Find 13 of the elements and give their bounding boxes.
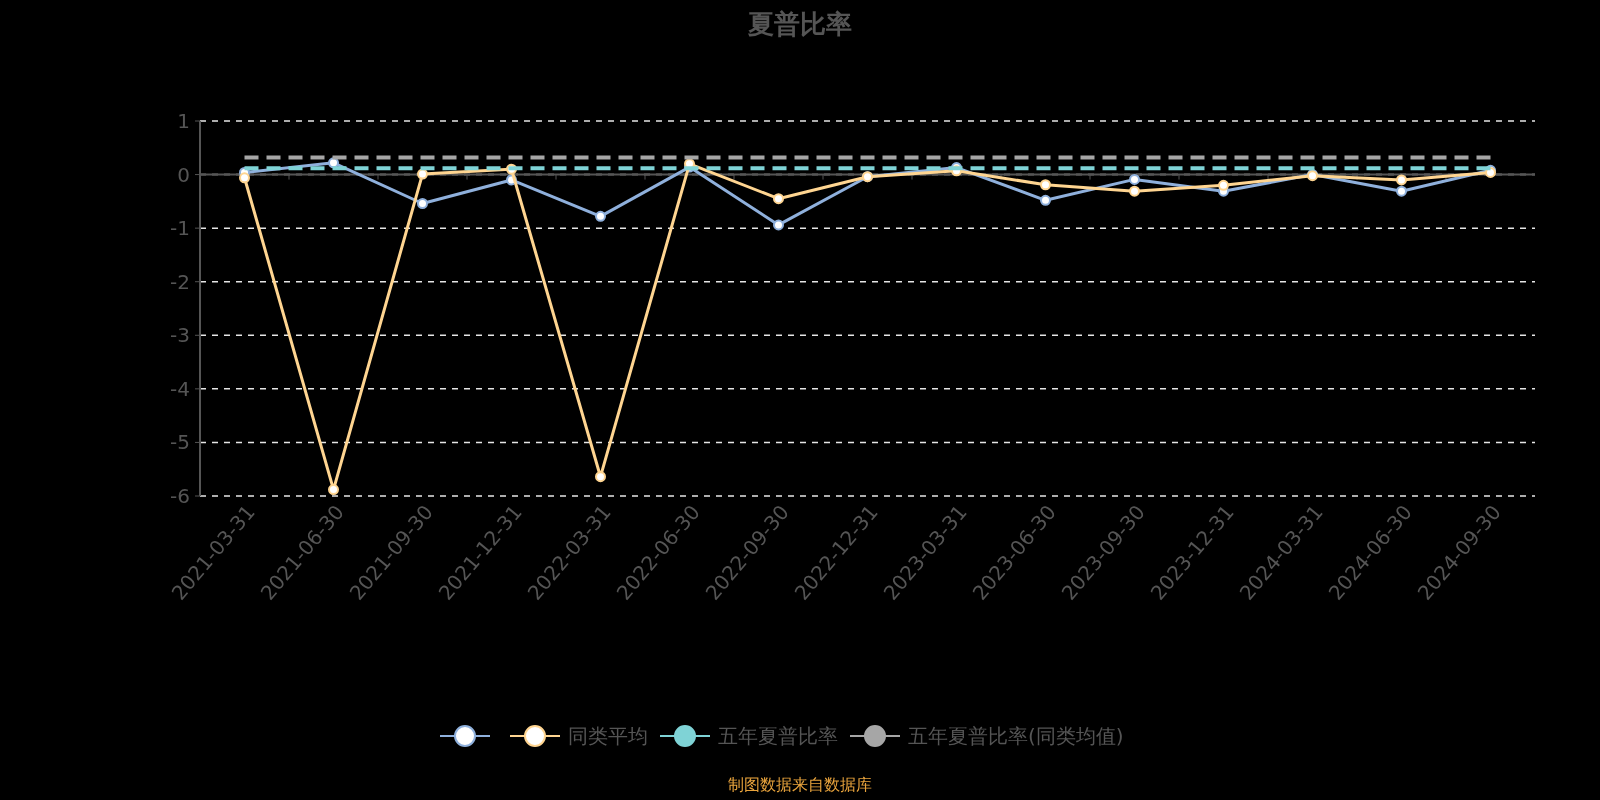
y-tick-label: 1 — [177, 109, 190, 133]
y-tick-label: 0 — [177, 162, 190, 187]
y-tick-label: -6 — [170, 484, 190, 508]
legend-label: 五年夏普比率 — [718, 724, 838, 748]
chart-title: 夏普比率 — [747, 9, 852, 39]
y-tick-label: -2 — [170, 269, 190, 294]
y-tick-label: -5 — [170, 430, 190, 455]
y-tick-label: -4 — [170, 376, 190, 401]
text: 制图数据来自数据库 — [728, 775, 872, 794]
legend-label: 五年夏普比率(同类均值) — [908, 724, 1124, 748]
legend-label: 同类平均 — [568, 724, 648, 748]
y-tick-label: -1 — [170, 216, 190, 241]
y-tick-label: -3 — [170, 323, 190, 348]
